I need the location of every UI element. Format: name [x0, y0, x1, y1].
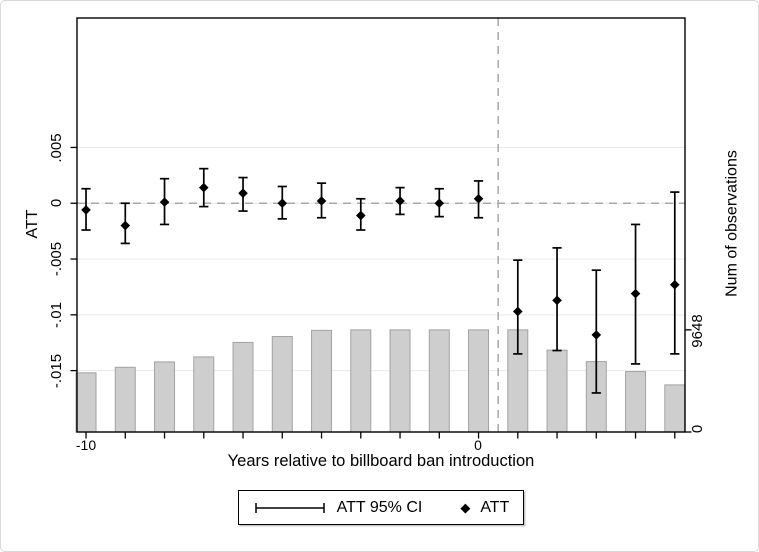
- legend-ci-label: ATT 95% CI: [336, 498, 423, 516]
- y2-axis-title: Num of observations: [723, 150, 741, 297]
- obs-bar: [546, 349, 568, 433]
- y2-tick-label-0: 0: [689, 424, 706, 434]
- att-diamond-marker: [552, 295, 562, 306]
- obs-bar: [232, 341, 254, 433]
- obs-bar: [350, 329, 372, 433]
- obs-bar: [389, 329, 411, 433]
- legend-box: ATT 95% CI ◆ ATT: [238, 490, 524, 525]
- obs-bar: [664, 384, 686, 433]
- plot-border: [76, 17, 686, 433]
- att-diamond-marker: [512, 306, 523, 317]
- obs-bar: [468, 329, 490, 433]
- obs-bar: [271, 335, 293, 433]
- att-diamond-marker: [198, 182, 209, 193]
- att-diamond-marker: [277, 198, 288, 209]
- legend-att-label: ATT: [480, 498, 510, 516]
- y-axis-title: ATT: [24, 209, 41, 239]
- att-diamond-marker: [316, 196, 327, 206]
- att-diamond-marker: [434, 198, 445, 209]
- obs-bar: [311, 329, 333, 433]
- att-diamond-marker: [120, 220, 131, 231]
- obs-bar: [625, 371, 647, 433]
- att-diamond-marker: [630, 288, 641, 299]
- obs-bar: [114, 366, 136, 433]
- y2-tick-label-9648: 9648: [689, 314, 706, 348]
- obs-bar: [75, 372, 97, 433]
- att-diamond-marker: [355, 210, 366, 221]
- y-tick-label-neg015: -.015: [48, 353, 65, 389]
- att-diamond-marker: [395, 196, 405, 206]
- ci-errorbar-glyph: [254, 502, 325, 513]
- x-tick-label-neg10: -10: [75, 437, 97, 453]
- att-diamond-marker: [238, 188, 248, 198]
- obs-bar: [154, 361, 176, 433]
- att-diamond-marker: [669, 279, 680, 290]
- att-diamond-marker: [81, 205, 91, 215]
- x-axis-title: Years relative to billboard ban introduc…: [227, 452, 535, 470]
- x-tick-label-0: 0: [474, 437, 482, 453]
- att-diamond-marker: [591, 330, 602, 340]
- att-diamond-marker: [473, 193, 484, 204]
- obs-bar: [193, 356, 215, 433]
- diamond-marker-icon: ◆: [460, 499, 471, 515]
- att-diamond-marker: [159, 197, 170, 207]
- obs-bar: [428, 329, 450, 433]
